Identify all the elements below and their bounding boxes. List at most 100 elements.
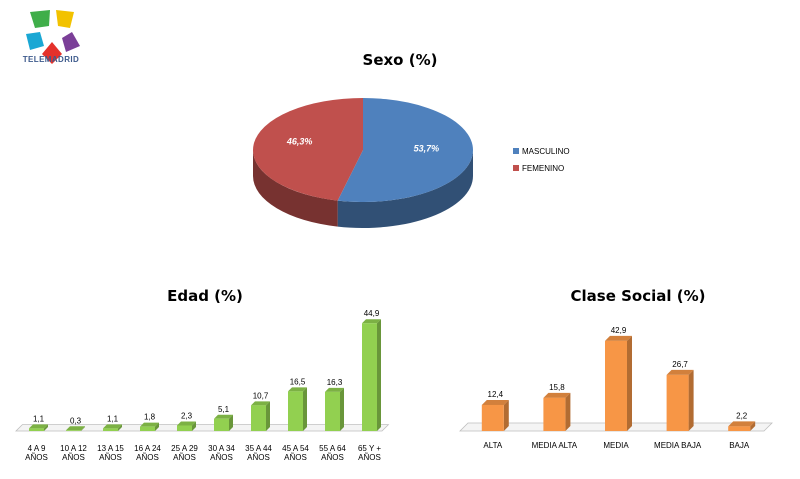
- category-label: 35 A 44: [245, 444, 272, 453]
- bar-side: [303, 387, 307, 431]
- category-label: AÑOS: [321, 453, 344, 462]
- bar-chart-clase-social: Clase Social (%) 12,4 ALTA 15,8 MEDIA ALTA 4…: [459, 287, 773, 450]
- category-label: AÑOS: [284, 453, 307, 462]
- bar-top: [251, 401, 270, 406]
- bar: [481, 404, 504, 431]
- bar-side: [229, 414, 233, 431]
- bar: [177, 425, 192, 431]
- pie-value-label: 53,7%: [414, 143, 440, 153]
- bar-side: [565, 392, 571, 431]
- data-label: 1,8: [144, 413, 156, 422]
- bar-top: [288, 387, 307, 392]
- bar-side: [503, 399, 509, 431]
- bar-side: [750, 421, 756, 431]
- bar-side: [155, 422, 159, 431]
- brand-name: TELEMADRID: [22, 55, 80, 64]
- legend-label-femenino: FEMENINO: [522, 164, 564, 173]
- data-label: 0,3: [70, 416, 82, 425]
- data-label: 2,2: [736, 411, 748, 420]
- category-label: AÑOS: [99, 453, 122, 462]
- bar-top: [103, 424, 122, 429]
- category-label: 65 Y +: [358, 444, 381, 453]
- category-label: 13 A 15: [97, 444, 124, 453]
- category-label: 30 A 34: [208, 444, 235, 453]
- category-label: AÑOS: [247, 453, 270, 462]
- bar: [288, 391, 303, 431]
- bar: [29, 428, 44, 431]
- data-label: 5,1: [218, 405, 230, 414]
- category-label: ALTA: [483, 441, 502, 450]
- bar-top: [666, 369, 694, 375]
- category-label: 45 A 54: [282, 444, 309, 453]
- bar-side: [688, 369, 694, 431]
- bar: [362, 323, 377, 431]
- category-label: AÑOS: [173, 453, 196, 462]
- category-label: 55 A 64: [319, 444, 346, 453]
- bar-top: [29, 424, 48, 429]
- data-label: 1,1: [107, 414, 119, 423]
- category-label: 4 A 9: [28, 444, 46, 453]
- pie-slice-masculino: [337, 98, 473, 202]
- category-label: AÑOS: [62, 453, 85, 462]
- bar-top: [214, 414, 233, 419]
- category-label: BAJA: [729, 441, 750, 450]
- bar: [605, 340, 627, 431]
- bar: [214, 418, 229, 431]
- data-label: 1,1: [33, 414, 45, 423]
- pie-side-masculino: [337, 150, 473, 228]
- bar-top: [177, 421, 196, 426]
- category-label: 16 A 24: [134, 444, 161, 453]
- telemadrid-logo-icon: [26, 10, 80, 64]
- legend-label-masculino: MASCULINO: [522, 147, 570, 156]
- bar: [251, 405, 266, 431]
- data-label: 2,3: [181, 411, 193, 420]
- data-label: 26,7: [672, 360, 688, 369]
- bar: [103, 428, 118, 431]
- category-label: AÑOS: [210, 453, 233, 462]
- bar-top: [325, 387, 344, 392]
- bar-top: [481, 399, 509, 405]
- clase-title: Clase Social (%): [571, 287, 706, 305]
- edad-title: Edad (%): [167, 287, 243, 305]
- bar-top: [66, 426, 85, 431]
- category-label: MEDIA ALTA: [532, 441, 578, 450]
- data-label: 12,4: [488, 390, 504, 399]
- bar-top: [362, 319, 381, 324]
- bar: [728, 426, 751, 431]
- bar-side: [377, 319, 381, 431]
- category-label: MEDIA BAJA: [654, 441, 702, 450]
- category-label: AÑOS: [25, 453, 48, 462]
- bar: [543, 397, 566, 431]
- data-label: 16,5: [290, 377, 306, 386]
- data-label: 16,3: [327, 378, 343, 387]
- category-label: 25 A 29: [171, 444, 198, 453]
- bar-side: [266, 401, 270, 431]
- bar-top: [140, 422, 159, 427]
- pie-value-label: 46,3%: [286, 137, 313, 147]
- bar-top: [605, 335, 632, 341]
- legend-swatch-masculino: [513, 148, 519, 154]
- bar-side: [627, 335, 632, 431]
- data-label: 15,8: [549, 383, 565, 392]
- bar-side: [118, 424, 122, 431]
- bar: [140, 426, 155, 431]
- data-label: 10,7: [253, 391, 269, 400]
- pie-chart-sexo: Sexo (%) 53,7% 46,3% MASCULINO FEMENINO: [253, 51, 570, 228]
- pie-slice-femenino: [253, 98, 363, 201]
- data-label: 44,9: [364, 309, 380, 318]
- bar-top: [728, 421, 756, 427]
- bar-side: [81, 426, 85, 431]
- data-label: 42,9: [611, 326, 627, 335]
- category-label: AÑOS: [136, 453, 159, 462]
- bar: [66, 430, 81, 431]
- pie-side-femenino: [253, 150, 338, 227]
- bar-side: [192, 421, 196, 431]
- bar-side: [44, 424, 48, 431]
- bar-top: [543, 392, 571, 398]
- bar-side: [340, 387, 344, 431]
- category-label: MEDIA: [603, 441, 629, 450]
- legend-swatch-femenino: [513, 165, 519, 171]
- pie-legend: MASCULINO FEMENINO: [513, 147, 570, 173]
